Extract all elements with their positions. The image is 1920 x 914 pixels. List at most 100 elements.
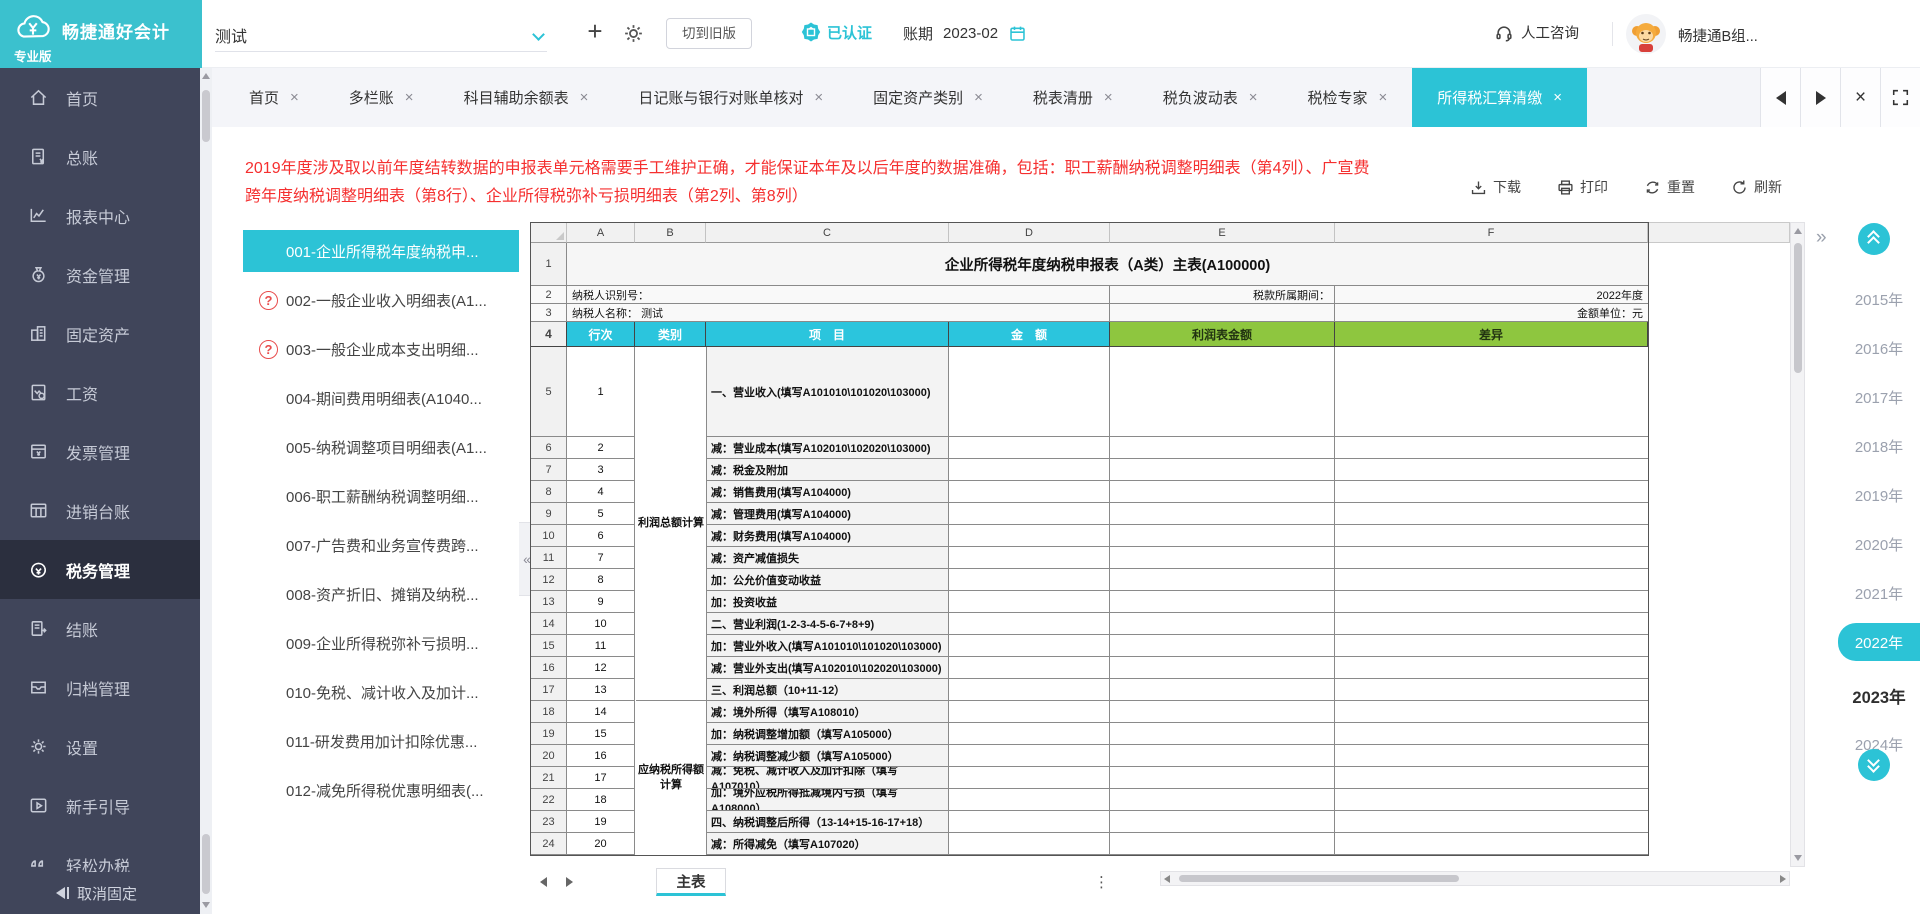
profit-amount-cell[interactable]: [1110, 503, 1335, 525]
amount-cell[interactable]: [949, 745, 1110, 767]
document-tab[interactable]: 税表清册 ×: [1008, 68, 1138, 127]
report-list-item[interactable]: ? 004-期间费用明细表(A1040...: [243, 374, 519, 423]
more-icon[interactable]: ⋮: [1094, 874, 1109, 891]
item-cell[interactable]: 减：税金及附加: [706, 459, 949, 481]
line-number-cell[interactable]: 20: [567, 833, 635, 855]
row-number[interactable]: 10: [531, 525, 567, 547]
row-number[interactable]: 18: [531, 701, 567, 723]
scroll-left-icon[interactable]: [1164, 875, 1170, 883]
sidebar-item[interactable]: 发票管理: [0, 422, 200, 481]
amount-cell[interactable]: [949, 459, 1110, 481]
diff-cell[interactable]: [1335, 347, 1648, 437]
add-button[interactable]: +: [587, 16, 603, 46]
profit-amount-cell[interactable]: [1110, 767, 1335, 789]
document-tab[interactable]: 日记账与银行对账单核对 ×: [613, 68, 848, 127]
amount-cell[interactable]: [949, 347, 1110, 437]
item-cell[interactable]: 减：资产减值损失: [706, 547, 949, 569]
profit-amount-cell[interactable]: [1110, 701, 1335, 723]
sheet-prev-button[interactable]: [530, 871, 556, 893]
diff-cell[interactable]: [1335, 745, 1648, 767]
year-item[interactable]: 2017年: [1838, 373, 1920, 422]
line-number-cell[interactable]: 9: [567, 591, 635, 613]
row-number[interactable]: 22: [531, 789, 567, 811]
line-number-cell[interactable]: 16: [567, 745, 635, 767]
item-cell[interactable]: 减：销售费用(填写A104000): [706, 481, 949, 503]
amount-cell[interactable]: [949, 547, 1110, 569]
item-cell[interactable]: 二、营业利润(1-2-3-4-5-6-7+8+9): [706, 613, 949, 635]
tabs-scroll-right-button[interactable]: [1800, 68, 1840, 127]
row-number[interactable]: 1: [531, 243, 567, 286]
tab-close-icon[interactable]: ×: [290, 89, 299, 106]
refresh-button[interactable]: 刷新: [1731, 177, 1782, 197]
sidebar-item[interactable]: 工资: [0, 363, 200, 422]
tab-close-icon[interactable]: ×: [1553, 89, 1563, 106]
item-cell[interactable]: 减：营业外支出(填写A102010\102020\103000): [706, 657, 949, 679]
document-tab[interactable]: 固定资产类别 ×: [848, 68, 1008, 127]
line-number-cell[interactable]: 5: [567, 503, 635, 525]
profit-amount-cell[interactable]: [1110, 679, 1335, 701]
item-cell[interactable]: 四、纳税调整后所得（13-14+15-16-17+18）: [706, 811, 949, 833]
diff-cell[interactable]: [1335, 437, 1648, 459]
profit-amount-cell[interactable]: [1110, 437, 1335, 459]
report-list-item[interactable]: ? 011-研发费用加计扣除优惠...: [243, 717, 519, 766]
row-number[interactable]: 16: [531, 657, 567, 679]
certified-badge[interactable]: 已认证: [800, 21, 872, 43]
row-number[interactable]: 3: [531, 304, 567, 322]
line-number-cell[interactable]: 14: [567, 701, 635, 723]
scroll-up-icon[interactable]: [1793, 228, 1802, 234]
report-list-item[interactable]: ? 002-一般企业收入明细表(A1...: [243, 276, 519, 325]
item-cell[interactable]: 加：投资收益: [706, 591, 949, 613]
profit-amount-cell[interactable]: [1110, 591, 1335, 613]
line-number-cell[interactable]: 15: [567, 723, 635, 745]
category-merged-cell[interactable]: 利润总额计算: [636, 347, 707, 701]
item-cell[interactable]: 减：所得减免（填写A107020）: [706, 833, 949, 855]
document-tab[interactable]: 税负波动表 ×: [1138, 68, 1283, 127]
row-number[interactable]: 9: [531, 503, 567, 525]
expand-panel-icon[interactable]: »: [1816, 227, 1827, 248]
switch-old-version-button[interactable]: 切到旧版: [666, 18, 752, 49]
profit-amount-cell[interactable]: [1110, 459, 1335, 481]
taxpayer-id-label[interactable]: 纳税人识别号：: [567, 286, 1110, 304]
account-set-select[interactable]: 测试: [215, 18, 547, 52]
line-number-cell[interactable]: 2: [567, 437, 635, 459]
diff-cell[interactable]: [1335, 503, 1648, 525]
corner-cell[interactable]: [531, 223, 567, 243]
profit-amount-cell[interactable]: [1110, 745, 1335, 767]
item-cell[interactable]: 加：纳税调整增加额（填写A105000）: [706, 723, 949, 745]
amount-cell[interactable]: [949, 811, 1110, 833]
diff-cell[interactable]: [1335, 547, 1648, 569]
report-list-item[interactable]: ? 010-免税、减计收入及加计...: [243, 668, 519, 717]
year-item[interactable]: 2015年: [1838, 275, 1920, 324]
amount-cell[interactable]: [949, 679, 1110, 701]
amount-cell[interactable]: [949, 481, 1110, 503]
download-button[interactable]: 下载: [1470, 177, 1521, 197]
diff-cell[interactable]: [1335, 833, 1648, 855]
diff-cell[interactable]: [1335, 679, 1648, 701]
row-number[interactable]: 8: [531, 481, 567, 503]
tab-close-icon[interactable]: ×: [1378, 89, 1388, 106]
document-tab[interactable]: 多栏账 ×: [324, 68, 439, 127]
line-number-cell[interactable]: 17: [567, 767, 635, 789]
column-letter[interactable]: C: [706, 223, 949, 243]
amount-cell[interactable]: [949, 789, 1110, 811]
gear-icon[interactable]: [622, 22, 645, 45]
row-number[interactable]: 7: [531, 459, 567, 481]
diff-cell[interactable]: [1335, 811, 1648, 833]
amount-cell[interactable]: [949, 833, 1110, 855]
report-list-item[interactable]: ? 012-减免所得税优惠明细表(...: [243, 766, 519, 815]
amount-cell[interactable]: [949, 657, 1110, 679]
row-number[interactable]: 13: [531, 591, 567, 613]
scroll-right-icon[interactable]: [1780, 875, 1786, 883]
profit-amount-cell[interactable]: [1110, 481, 1335, 503]
year-item[interactable]: 2018年: [1838, 422, 1920, 471]
tab-close-icon[interactable]: ×: [404, 89, 414, 106]
item-cell[interactable]: 减：财务费用(填写A104000): [706, 525, 949, 547]
sidebar-item[interactable]: 新手引导: [0, 776, 200, 835]
tab-close-icon[interactable]: ×: [579, 89, 589, 106]
sheet-title[interactable]: 企业所得税年度纳税申报表（A类）主表(A100000): [567, 243, 1648, 286]
years-scroll-down-button[interactable]: [1858, 749, 1890, 781]
item-cell[interactable]: 三、利润总额（10+11-12）: [706, 679, 949, 701]
amount-cell[interactable]: [949, 635, 1110, 657]
diff-cell[interactable]: [1335, 459, 1648, 481]
row-number[interactable]: 4: [531, 322, 567, 347]
